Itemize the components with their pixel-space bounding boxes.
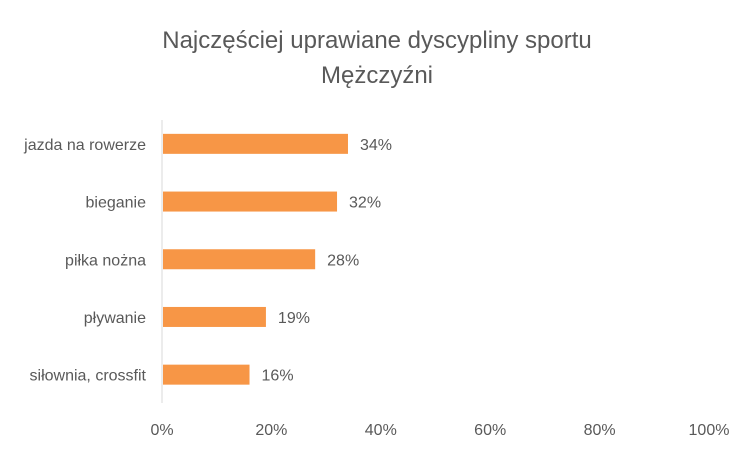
category-label: piłka nożna	[65, 252, 146, 269]
data-label: 28%	[327, 252, 359, 269]
data-label: 16%	[262, 368, 294, 385]
category-label: jazda na rowerze	[23, 137, 146, 154]
chart-title: Najczęściej uprawiane dyscypliny sportu	[162, 27, 592, 54]
bar	[163, 191, 338, 212]
data-label: 34%	[360, 137, 392, 154]
x-tick-label: 0%	[150, 422, 173, 439]
bar	[163, 133, 348, 154]
data-label: 19%	[278, 310, 310, 327]
x-tick-label: 40%	[365, 422, 397, 439]
bar	[163, 249, 316, 270]
x-tick-label: 60%	[474, 422, 506, 439]
category-label: pływanie	[84, 310, 146, 327]
bar	[163, 306, 266, 327]
x-tick-label: 20%	[255, 422, 287, 439]
x-tick-label: 100%	[689, 422, 730, 439]
category-label: siłownia, crossfit	[30, 368, 147, 385]
data-label: 32%	[349, 195, 381, 212]
x-tick-label: 80%	[584, 422, 616, 439]
bar	[163, 364, 250, 385]
chart-subtitle: Mężczyźni	[321, 62, 433, 89]
category-label: bieganie	[86, 195, 147, 212]
